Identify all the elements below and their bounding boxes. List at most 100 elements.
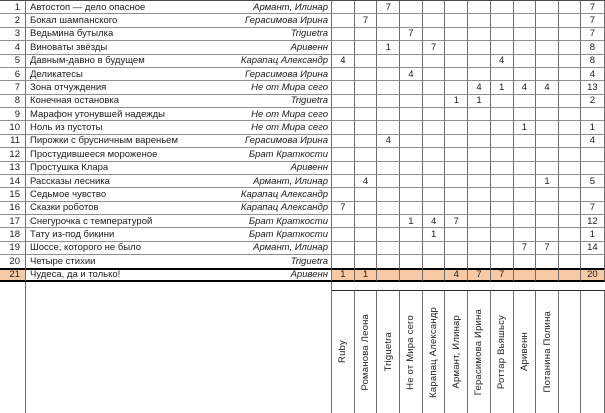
vote-cell[interactable] [400,268,423,282]
vote-cell[interactable] [400,188,423,202]
total-cell[interactable]: 7 [580,27,605,42]
row-number-cell[interactable]: 2 [0,14,26,28]
vote-cell[interactable] [377,241,401,256]
vote-cell[interactable]: 7 [377,1,401,15]
vote-cell[interactable] [422,108,446,122]
vote-cell[interactable]: 7 [400,27,423,42]
vote-cell[interactable] [445,148,469,162]
judge-header-cell[interactable]: Не от Мира сего [400,289,423,413]
judge-header-cell[interactable]: Карапац Александр [422,289,446,413]
vote-cell[interactable]: 7 [354,14,378,28]
vote-cell[interactable] [513,255,537,269]
vote-cell[interactable] [400,228,423,242]
vote-cell[interactable] [468,121,491,135]
judge-header-cell[interactable]: Роттар Вьяшьсу [490,289,514,413]
spacer-cell[interactable] [558,215,581,229]
vote-cell[interactable] [354,241,378,256]
spacer-cell[interactable] [558,241,581,256]
vote-cell[interactable] [445,27,469,42]
title-cell[interactable]: Зона отчуждения Не от Мира сего [26,81,332,95]
vote-cell[interactable] [422,54,446,68]
vote-cell[interactable]: 1 [513,121,537,135]
vote-cell[interactable] [400,108,423,122]
vote-cell[interactable] [513,94,537,108]
vote-cell[interactable] [332,121,355,135]
vote-cell[interactable] [422,134,446,149]
vote-cell[interactable] [400,161,423,175]
vote-cell[interactable] [468,108,491,122]
spacer-cell[interactable] [558,27,581,42]
vote-cell[interactable] [354,228,378,242]
vote-cell[interactable] [536,1,559,15]
vote-cell[interactable] [332,148,355,162]
vote-cell[interactable] [490,27,514,42]
vote-cell[interactable]: 4 [377,134,401,149]
title-cell[interactable]: Тату из-под бикини Брат Краткости [26,228,332,242]
vote-cell[interactable] [377,215,401,229]
vote-cell[interactable] [354,161,378,175]
vote-cell[interactable] [354,41,378,55]
vote-cell[interactable] [422,14,446,28]
vote-cell[interactable]: 7 [536,241,559,256]
vote-cell[interactable] [536,94,559,108]
vote-cell[interactable] [354,121,378,135]
row-number-cell[interactable]: 20 [0,255,26,269]
vote-cell[interactable] [490,188,514,202]
spacer-cell[interactable] [558,67,581,82]
vote-cell[interactable]: 1 [445,94,469,108]
vote-cell[interactable]: 4 [513,81,537,95]
vote-cell[interactable]: 7 [513,241,537,256]
vote-cell[interactable]: 4 [490,54,514,68]
vote-cell[interactable] [468,188,491,202]
vote-cell[interactable] [445,108,469,122]
vote-cell[interactable] [468,201,491,215]
vote-cell[interactable] [445,228,469,242]
total-cell[interactable]: 7 [580,14,605,28]
vote-cell[interactable] [332,215,355,229]
vote-cell[interactable] [332,228,355,242]
row-number-cell[interactable]: 8 [0,94,26,108]
row-number-cell[interactable]: 21 [0,268,26,282]
vote-cell[interactable] [468,67,491,82]
title-cell[interactable]: Простушка Клара Аривенн [26,161,332,175]
judge-header-cell[interactable]: Потанина Полина [536,289,559,413]
vote-cell[interactable] [377,268,401,282]
spacer-cell[interactable] [558,1,581,15]
total-cell[interactable]: 14 [580,241,605,256]
vote-cell[interactable] [536,108,559,122]
vote-cell[interactable] [354,54,378,68]
judge-header-cell[interactable]: Герасимова Ирина [468,289,491,413]
vote-cell[interactable] [445,188,469,202]
row-number-cell[interactable]: 4 [0,41,26,55]
title-cell[interactable]: Шоссе, которого не было Армант, Илинар [26,241,332,256]
vote-cell[interactable] [536,121,559,135]
vote-cell[interactable] [445,241,469,256]
vote-cell[interactable] [377,188,401,202]
total-cell[interactable]: 7 [580,201,605,215]
vote-cell[interactable] [536,54,559,68]
total-cell[interactable] [580,148,605,162]
total-cell[interactable]: 2 [580,94,605,108]
vote-cell[interactable] [354,27,378,42]
vote-cell[interactable] [400,14,423,28]
vote-cell[interactable] [536,27,559,42]
spacer-cell[interactable] [558,41,581,55]
vote-cell[interactable] [422,268,446,282]
vote-cell[interactable] [513,27,537,42]
vote-cell[interactable] [332,161,355,175]
vote-cell[interactable] [536,215,559,229]
vote-cell[interactable] [377,67,401,82]
vote-cell[interactable] [400,1,423,15]
total-cell[interactable]: 13 [580,81,605,95]
spacer-cell[interactable] [558,54,581,68]
judge-header-cell[interactable]: Армант, Илинар [445,289,469,413]
total-cell[interactable] [580,161,605,175]
vote-cell[interactable] [490,94,514,108]
vote-cell[interactable] [377,54,401,68]
vote-cell[interactable] [354,188,378,202]
vote-cell[interactable] [513,148,537,162]
vote-cell[interactable] [422,81,446,95]
vote-cell[interactable]: 1 [468,94,491,108]
judge-header-cell[interactable]: Triguetra [377,289,401,413]
vote-cell[interactable]: 4 [400,67,423,82]
